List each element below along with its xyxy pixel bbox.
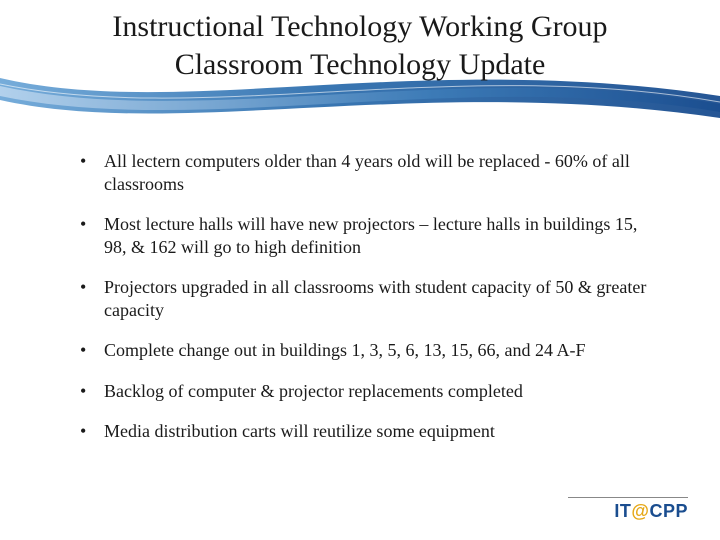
content-area: All lectern computers older than 4 years… [80,150,660,461]
title-line-2: Classroom Technology Update [0,46,720,84]
logo-text: IT@CPP [568,501,688,522]
bullet-item: Media distribution carts will reutilize … [80,420,660,443]
bullet-item: Most lecture halls will have new project… [80,213,660,258]
bullet-item: All lectern computers older than 4 years… [80,150,660,195]
title-block: Instructional Technology Working Group C… [0,8,720,83]
bullet-item: Backlog of computer & projector replacem… [80,380,660,403]
bullet-item: Projectors upgraded in all classrooms wi… [80,276,660,321]
footer-logo: IT@CPP [568,497,688,522]
logo-at: @ [631,501,649,521]
logo-rule [568,497,688,498]
title-line-1: Instructional Technology Working Group [0,8,720,46]
logo-cpp: CPP [649,501,688,521]
logo-it: IT [614,501,631,521]
slide: Instructional Technology Working Group C… [0,0,720,540]
bullet-item: Complete change out in buildings 1, 3, 5… [80,339,660,362]
bullet-list: All lectern computers older than 4 years… [80,150,660,443]
